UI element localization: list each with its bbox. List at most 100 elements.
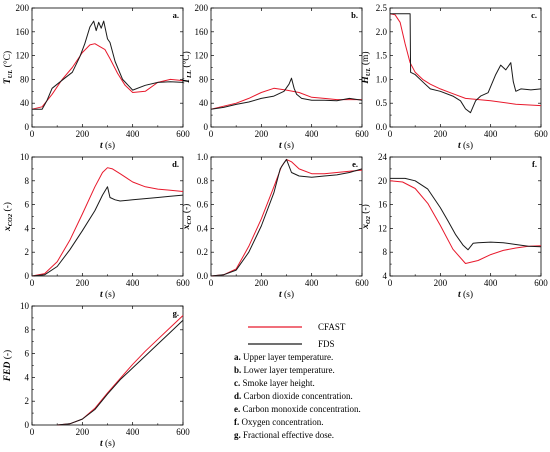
caption-letter-c: c.: [234, 378, 240, 388]
x-tick-label-c: 600: [534, 129, 548, 139]
x-tick-label-f: 400: [484, 278, 498, 288]
x-tick-label-f: 0: [388, 278, 393, 288]
x-tick-label-e: 0: [209, 278, 214, 288]
panel-label-b: b.: [351, 10, 358, 20]
y-tick-label-c: 2.0: [376, 27, 388, 37]
y-tick-label-c: 0.5: [376, 98, 388, 108]
x-tick-label-g: 200: [76, 427, 90, 437]
y-tick-label-f: 12: [378, 223, 387, 233]
x-axis-label-var-c: t: [458, 141, 461, 151]
x-tick-label-f: 200: [434, 278, 448, 288]
y-axis-label-unit-e: (-): [181, 204, 192, 216]
series-line-fds-g: [57, 319, 184, 426]
caption-list: a. Upper layer temperature. b. Lower lay…: [234, 352, 361, 440]
y-tick-label-a: 160: [16, 27, 30, 37]
x-tick-label-b: 0: [209, 129, 214, 139]
y-axis-label-sub-f: O2: [365, 215, 372, 224]
panel-label-e: e.: [352, 159, 358, 169]
caption-letter-a: a.: [234, 352, 241, 362]
y-tick-label-d: 4: [25, 223, 30, 233]
caption-text-f: Oxygen concentration.: [242, 417, 324, 427]
plot-frame-a: [31, 7, 184, 128]
y-axis-label-d: xCO2 (-): [2, 202, 14, 232]
y-axis-label-unit-b: (°C): [181, 51, 192, 70]
caption-item-e: e. Carbon monoxide concentration.: [234, 404, 361, 414]
chart-panel-c: 0 200 400 600 0.0 0.5 1.0 1.5 2.0 2.5 t (s) HUL (m)…: [360, 3, 548, 151]
caption-text-b: Lower layer temperature.: [244, 365, 335, 375]
x-tick-label-g: 600: [176, 427, 190, 437]
y-axis-label-unit-g: (-): [2, 350, 13, 362]
chart-panel-g: 0 200 400 600 0 2 4 6 8 10 t (s) FED (-) g.: [2, 301, 190, 449]
x-axis-label-d: t (s): [100, 289, 115, 300]
caption-item-c: c. Smoke layer height.: [234, 378, 315, 388]
caption-text-e: Carbon monoxide concentration.: [243, 404, 361, 414]
x-axis-label-unit-g: (s): [103, 438, 115, 449]
caption-item-g: g. Fractional effective dose.: [234, 430, 334, 440]
x-tick-label-f: 600: [534, 278, 548, 288]
y-axis-label-var-a: T: [3, 77, 13, 84]
y-tick-label-c: 1.0: [376, 74, 388, 84]
y-tick-label-f: 24: [378, 152, 388, 162]
y-tick-label-e: 0.2: [197, 247, 208, 257]
caption-item-a: a. Upper layer temperature.: [234, 352, 333, 362]
y-tick-label-g: 6: [25, 349, 30, 359]
y-axis-label-sub-e: CO: [186, 215, 193, 224]
y-tick-label-d: 8: [25, 176, 30, 186]
y-axis-label-g: FED (-): [2, 350, 13, 382]
y-axis-label-var-e: x: [182, 224, 192, 230]
caption-item-f: f. Oxygen concentration.: [234, 417, 323, 427]
y-axis-label-var-f: x: [361, 224, 371, 230]
series-line-cfast-g: [57, 315, 184, 426]
x-tick-label-g: 400: [126, 427, 140, 437]
y-axis-label-b: TLL (°C): [181, 51, 193, 84]
x-axis-label-b: t (s): [279, 140, 294, 151]
x-axis-label-unit-c: (s): [461, 140, 473, 151]
y-tick-label-c: 2.5: [376, 3, 388, 13]
x-axis-label-e: t (s): [279, 289, 294, 300]
x-axis-label-var-a: t: [100, 141, 103, 151]
legend-label-fds: FDS: [318, 339, 335, 349]
y-tick-label-b: 160: [195, 27, 209, 37]
series-line-cfast-b: [210, 87, 362, 110]
y-axis-label-c: HUL (m): [360, 51, 372, 84]
x-tick-label-a: 600: [176, 129, 190, 139]
x-axis-label-c: t (s): [458, 140, 473, 151]
series-line-cfast-c: [389, 13, 542, 107]
x-tick-label-g: 0: [30, 427, 35, 437]
series-line-fds-f: [390, 177, 542, 251]
y-axis-label-var-d: x: [3, 226, 13, 232]
x-tick-label-a: 200: [76, 129, 90, 139]
y-tick-label-c: 0.0: [376, 122, 388, 132]
panel-label-g: g.: [173, 308, 179, 318]
series-line-cfast-f: [389, 180, 542, 264]
y-tick-label-f: 8: [383, 247, 388, 257]
y-tick-label-f: 16: [378, 200, 388, 210]
y-axis-label-sub-a: UL: [7, 70, 14, 79]
caption-letter-e: e.: [234, 404, 240, 414]
y-tick-label-e: 0.6: [197, 200, 209, 210]
x-tick-label-c: 400: [484, 129, 498, 139]
y-axis-label-var-b: T: [182, 77, 192, 84]
x-tick-label-c: 0: [388, 129, 393, 139]
x-axis-label-var-g: t: [100, 439, 103, 449]
caption-item-d: d. Carbon dioxide concentration.: [234, 391, 353, 401]
y-tick-label-a: 0: [25, 122, 30, 132]
x-tick-label-d: 400: [126, 278, 140, 288]
y-tick-label-d: 6: [25, 200, 30, 210]
chart-panel-b: 0 200 400 600 0 40 80 120 160 200 t (s) TLL (°C) b.: [181, 3, 369, 151]
y-tick-label-b: 80: [199, 74, 209, 84]
x-tick-label-c: 200: [434, 129, 448, 139]
caption-letter-g: g.: [234, 430, 241, 440]
y-tick-label-e: 0.0: [197, 271, 209, 281]
panel-label-a: a.: [173, 10, 179, 20]
x-axis-label-unit-f: (s): [461, 289, 473, 300]
series-line-fds-c: [390, 13, 542, 114]
x-axis-label-unit-b: (s): [282, 140, 294, 151]
y-tick-label-g: 0: [25, 420, 30, 430]
y-tick-label-e: 1.0: [197, 152, 209, 162]
x-axis-label-unit-a: (s): [103, 140, 115, 151]
x-tick-label-e: 400: [305, 278, 319, 288]
legend-label-cfast: CFAST: [318, 322, 346, 332]
